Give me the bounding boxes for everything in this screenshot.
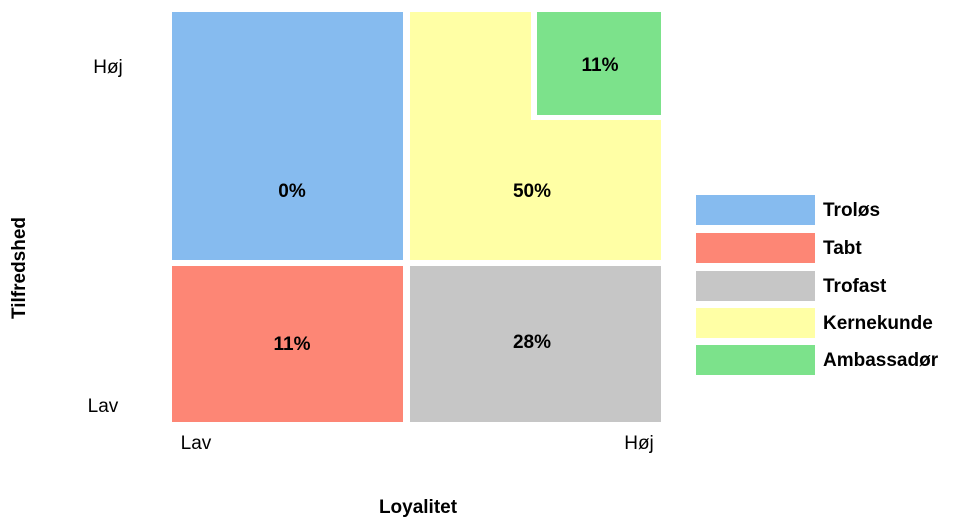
x-axis-title: Loyalitet xyxy=(379,497,458,518)
value-label: 11% xyxy=(582,55,619,76)
value-label: 0% xyxy=(278,181,306,202)
legend-label: Kernekunde xyxy=(823,313,933,334)
legend-label: Trofast xyxy=(823,276,887,297)
legend-swatch xyxy=(696,271,815,301)
legend-swatch xyxy=(696,345,815,375)
y-low-label: Lav xyxy=(88,396,119,417)
legend-swatch xyxy=(696,308,815,338)
y-axis-title: Tilfredshed xyxy=(9,217,30,319)
segment xyxy=(537,12,661,115)
segment xyxy=(172,266,403,422)
x-high-label: Høj xyxy=(624,433,654,454)
legend-label: Troløs xyxy=(823,200,880,221)
value-label: 28% xyxy=(513,332,551,353)
x-low-label: Lav xyxy=(181,433,212,454)
legend-label: Tabt xyxy=(823,238,862,259)
value-label: 50% xyxy=(513,181,551,202)
value-label: 11% xyxy=(274,334,311,355)
y-high-label: Høj xyxy=(93,57,123,78)
legend-swatch xyxy=(696,195,815,225)
legend-label: Ambassadør xyxy=(823,350,939,371)
segment xyxy=(172,12,403,260)
legend-swatch xyxy=(696,233,815,263)
segment xyxy=(410,266,661,422)
